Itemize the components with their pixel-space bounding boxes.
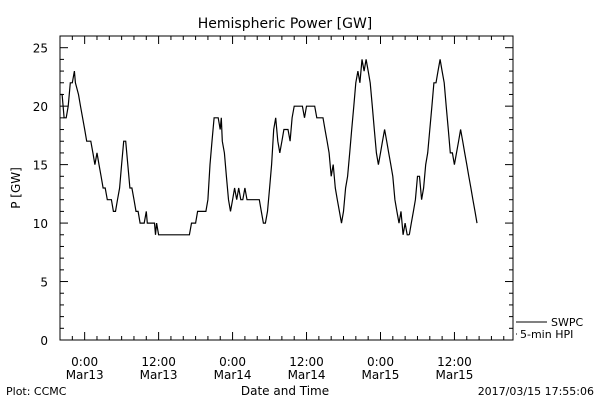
x-tick-label-time: 0:00 <box>219 355 246 369</box>
x-tick-label-time: 12:00 <box>437 355 472 369</box>
footer-credit: Plot: CCMC <box>6 385 67 398</box>
y-tick-label: 10 <box>33 217 48 231</box>
legend-label-swpc: SWPC <box>551 316 583 329</box>
x-tick-label-time: 0:00 <box>71 355 98 369</box>
series-layer <box>60 59 478 236</box>
x-axis-label: Date and Time <box>241 384 329 398</box>
footer-timestamp: 2017/03/15 17:55:06 <box>478 385 594 398</box>
y-tick-label: 15 <box>33 159 48 173</box>
legend: SWPC 5-min HPI <box>516 316 583 341</box>
y-tick-label: 20 <box>33 100 48 114</box>
y-tick-label: 0 <box>40 334 48 348</box>
x-tick-label-date: Mar15 <box>362 368 400 382</box>
legend-label-hpi: 5-min HPI <box>520 328 573 341</box>
x-tick-label-time: 12:00 <box>141 355 176 369</box>
x-tick-label-date: Mar15 <box>435 368 473 382</box>
y-axis-label: P [GW] <box>9 167 23 209</box>
y-axis: 0 5 10 15 20 25 <box>33 35 513 348</box>
x-tick-label-date: Mar14 <box>214 368 252 382</box>
y-tick-label: 25 <box>33 42 48 56</box>
x-tick-label-date: Mar13 <box>66 368 104 382</box>
x-tick-label-date: Mar13 <box>140 368 178 382</box>
x-tick-label-time: 12:00 <box>289 355 324 369</box>
plot-area <box>59 35 514 341</box>
chart-title: Hemispheric Power [GW] <box>198 16 373 32</box>
x-tick-label-time: 0:00 <box>367 355 394 369</box>
series-line-5min-hpi <box>408 59 478 235</box>
y-tick-label: 5 <box>40 276 48 290</box>
plot-frame <box>59 35 514 341</box>
series-line-swpc <box>60 59 410 236</box>
x-axis: 0:00Mar1312:00Mar130:00Mar1412:00Mar140:… <box>59 36 505 382</box>
x-tick-label-date: Mar14 <box>288 368 326 382</box>
